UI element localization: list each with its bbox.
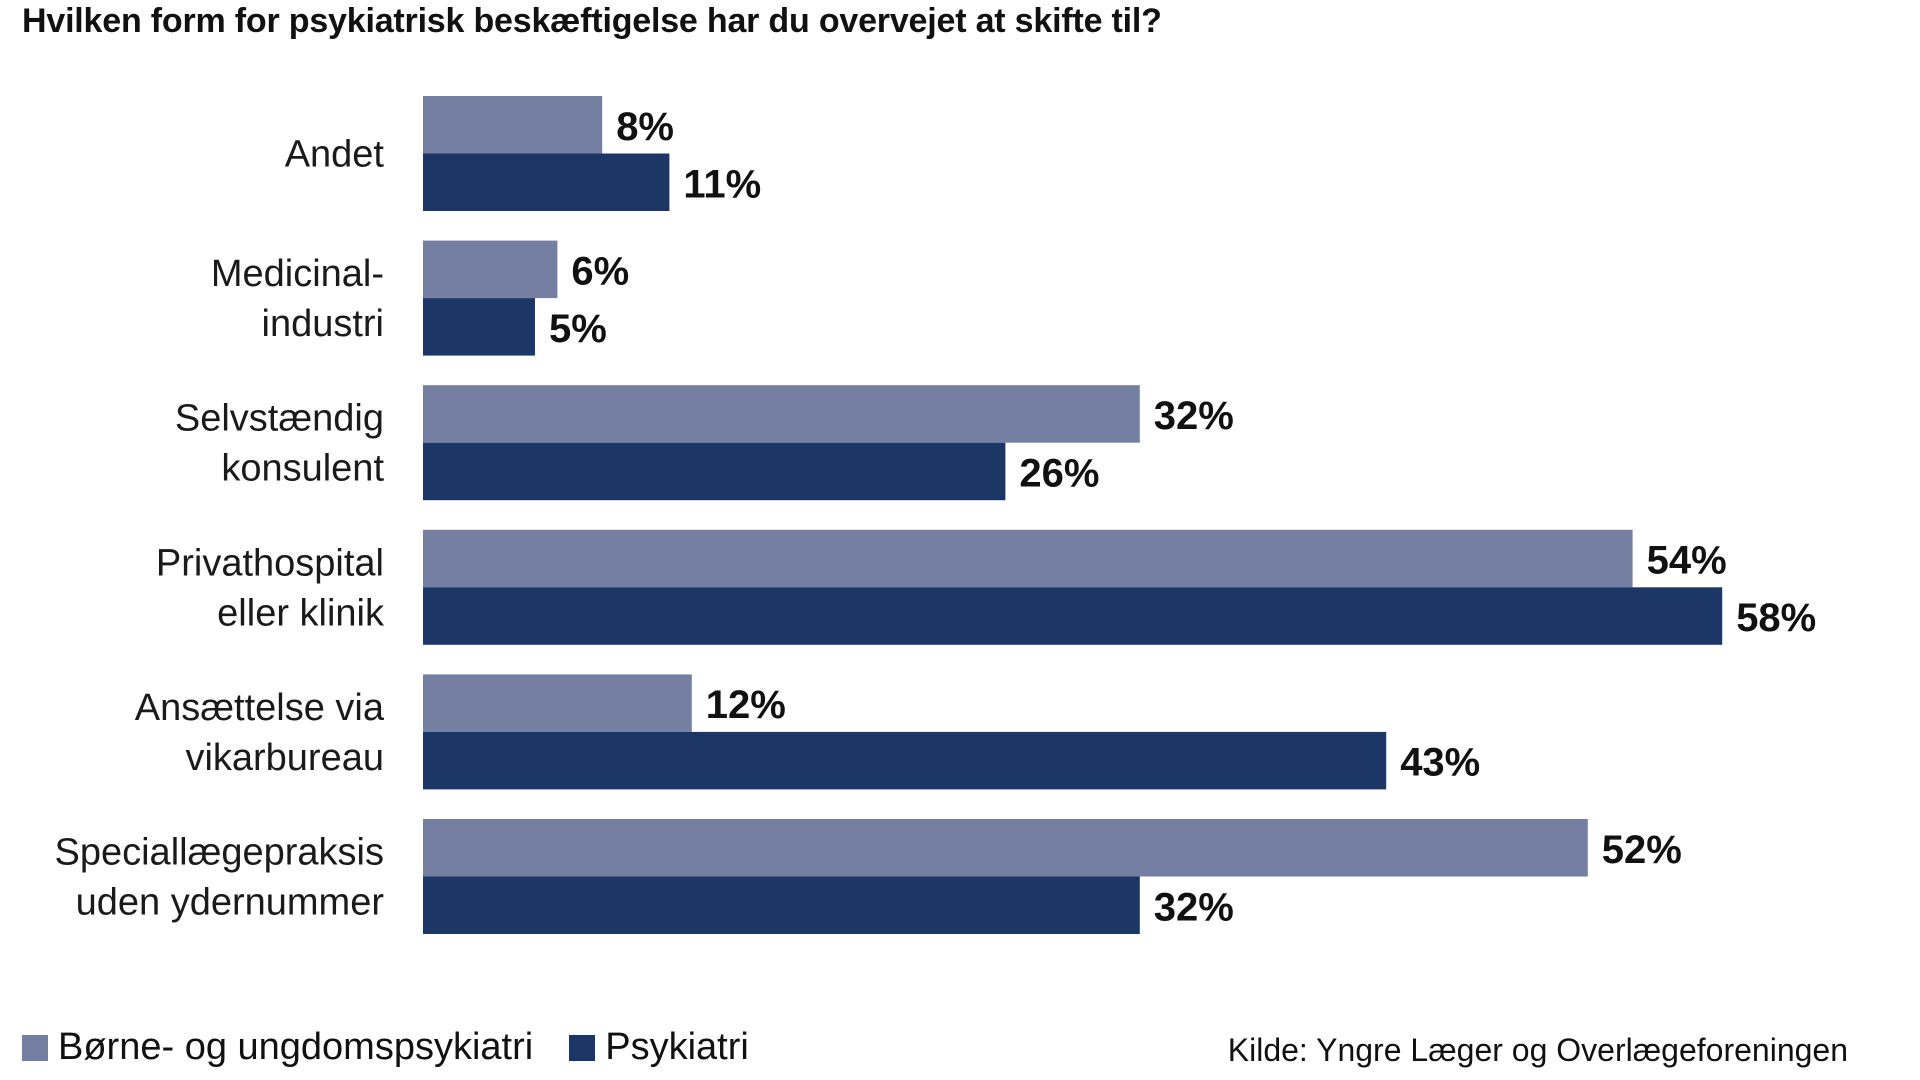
bar-value-label: 58% (1736, 596, 1816, 640)
bar-value-label: 26% (1019, 451, 1099, 495)
bar-borne-ungdom (423, 96, 603, 154)
bar-value-label: 8% (616, 105, 674, 149)
legend-label-psykiatri: Psykiatri (605, 1026, 749, 1068)
bar-borne-ungdom (423, 819, 1588, 877)
bar-value-label: 11% (683, 162, 761, 206)
legend-swatch-borne-ungdom (22, 1034, 48, 1061)
category-label: Ansættelse via vikarbureau (135, 687, 385, 779)
category-label: Selvstændig konsulent (175, 398, 385, 490)
bar-value-label: 32% (1154, 885, 1234, 929)
bar-psykiatri (423, 298, 535, 356)
bar-psykiatri (423, 153, 670, 211)
bar-value-label: 5% (549, 307, 607, 351)
bar-value-label: 54% (1647, 539, 1727, 583)
legend: Børne- og ungdomspsykiatri Psykiatri (22, 1026, 785, 1069)
bar-value-label: 43% (1400, 741, 1480, 785)
legend-swatch-psykiatri (569, 1034, 596, 1061)
bar-borne-ungdom (423, 385, 1140, 443)
bar-value-label: 52% (1602, 828, 1682, 872)
category-label: Privathospital eller klinik (156, 542, 385, 634)
bar-value-label: 32% (1154, 394, 1234, 438)
bar-psykiatri (423, 442, 1006, 501)
bar-psykiatri (423, 731, 1387, 790)
bar-value-label: 6% (571, 249, 629, 293)
legend-item-borne-ungdom: Børne- og ungdomspsykiatri (22, 1026, 533, 1069)
legend-item-psykiatri: Psykiatri (569, 1026, 749, 1069)
chart-title: Hvilken form for psykiatrisk beskæftigel… (22, 2, 1162, 40)
bar-psykiatri (423, 876, 1140, 934)
category-label: Speciallægepraksis uden ydernummer (55, 832, 385, 924)
category-label: Andet (285, 134, 385, 176)
bar-borne-ungdom (423, 529, 1633, 588)
category-label: Medicinal-industri (211, 253, 384, 345)
source-note: Kilde: Yngre Læger og Overlægeforeningen (1227, 1032, 1848, 1068)
bar-psykiatri (423, 587, 1723, 645)
legend-label-borne-ungdom: Børne- og ungdomspsykiatri (58, 1026, 534, 1068)
bar-value-label: 12% (706, 683, 786, 727)
bar-borne-ungdom (423, 674, 692, 732)
bar-borne-ungdom (423, 240, 558, 299)
